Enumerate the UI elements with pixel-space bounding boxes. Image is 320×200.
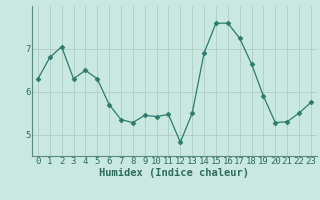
X-axis label: Humidex (Indice chaleur): Humidex (Indice chaleur) — [100, 168, 249, 178]
